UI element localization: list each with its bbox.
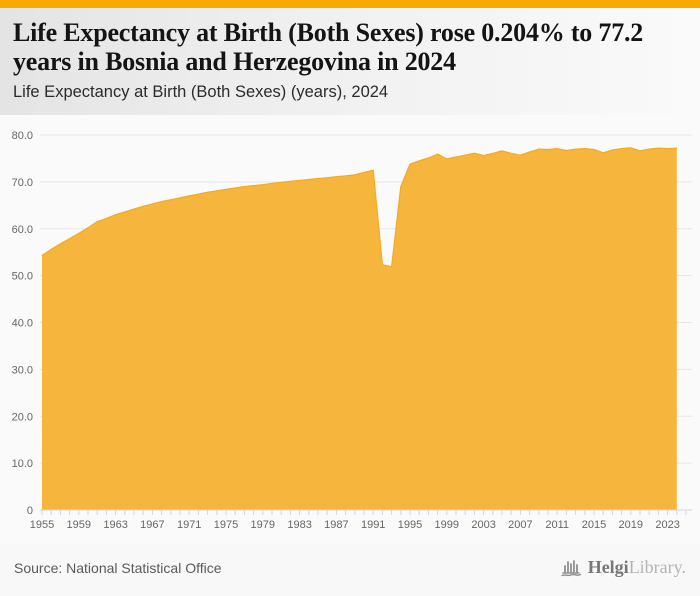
x-axis-label-1971: 1971: [177, 519, 201, 531]
x-axis-label-1983: 1983: [287, 519, 311, 531]
area-series[interactable]: [42, 147, 677, 510]
x-axis-label-2015: 2015: [582, 519, 606, 531]
y-axis-label-70: 70.0: [12, 177, 33, 189]
page-title: Life Expectancy at Birth (Both Sexes) ro…: [13, 18, 644, 77]
x-axis-label-1967: 1967: [140, 519, 164, 531]
x-axis-label-1995: 1995: [398, 519, 422, 531]
y-axis-label-50: 50.0: [12, 271, 33, 283]
accent-top-bar: [0, 0, 700, 8]
x-axis-label-1987: 1987: [324, 519, 348, 531]
life-expectancy-area-chart: 0 10.0 20.0 30.0 40.0 50.0 60.0 70.0 80.0 1955 195…: [12, 130, 692, 531]
chart-region: 0 10.0 20.0 30.0 40.0 50.0 60.0 70.0 80.0 1955 195…: [0, 115, 700, 545]
y-axis-label-20: 20.0: [12, 411, 33, 423]
x-axis-label-2023: 2023: [655, 519, 679, 531]
chart-subtitle: Life Expectancy at Birth (Both Sexes) (y…: [13, 82, 389, 101]
x-axis-label-2019: 2019: [619, 519, 643, 531]
y-axis-label-10: 10.0: [12, 458, 33, 470]
footer: Source: National Statistical Office Helg…: [0, 545, 700, 596]
x-axis-label-2011: 2011: [545, 519, 569, 531]
y-axis-label-80: 80.0: [12, 130, 33, 142]
helgi-library-icon: [560, 559, 581, 576]
area-series-line: [41, 147, 677, 268]
x-axis-label-1979: 1979: [251, 519, 275, 531]
x-axis-label-1975: 1975: [214, 519, 238, 531]
y-axis-label-40: 40.0: [12, 318, 33, 330]
helgi-library-logo[interactable]: HelgiLibrary.: [560, 557, 686, 579]
y-axis-label-30: 30.0: [12, 364, 33, 376]
x-axis-label-2007: 2007: [508, 519, 532, 531]
x-axis-label-1991: 1991: [361, 519, 385, 531]
y-axis-label-60: 60.0: [12, 224, 33, 236]
helgi-library-wordmark: HelgiLibrary.: [587, 557, 686, 577]
y-axis-label-0: 0: [27, 505, 33, 517]
x-axis-label-1963: 1963: [103, 519, 127, 531]
x-axis-label-1959: 1959: [67, 519, 91, 531]
chart-header: Life Expectancy at Birth (Both Sexes) ro…: [0, 8, 700, 115]
x-axis-label-2003: 2003: [471, 519, 495, 531]
x-axis-label-1999: 1999: [435, 519, 459, 531]
x-axis-label-1955: 1955: [30, 519, 54, 531]
source-text: Source: National Statistical Office: [14, 559, 222, 576]
